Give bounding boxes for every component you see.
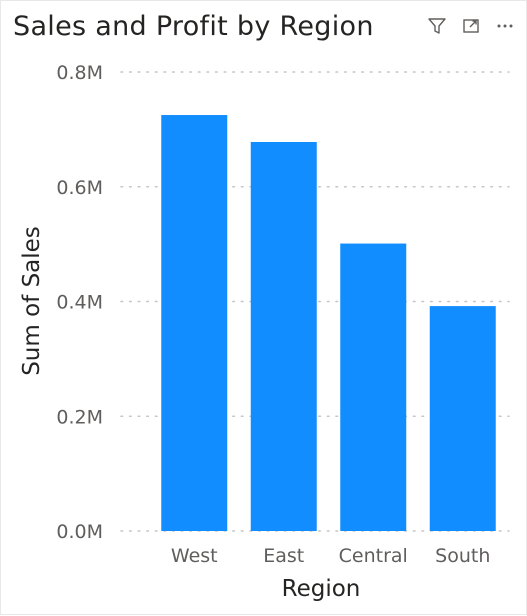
y-tick-label: 0.8M: [56, 62, 103, 84]
filter-icon[interactable]: [424, 13, 450, 39]
y-axis-tick-labels: 0.0M 0.2M 0.4M 0.6M 0.8M: [56, 62, 103, 543]
more-options-icon[interactable]: [492, 13, 518, 39]
y-axis-title: Sum of Sales: [19, 226, 45, 376]
bar-central[interactable]: [340, 243, 407, 531]
x-tick-label: Central: [339, 545, 408, 567]
visual-header-icons: [424, 13, 518, 39]
bar-east[interactable]: [250, 141, 317, 531]
y-tick-label: 0.4M: [56, 292, 103, 314]
bar-south[interactable]: [429, 306, 496, 531]
x-tick-label: East: [263, 545, 304, 567]
chart-title: Sales and Profit by Region: [13, 11, 374, 42]
x-tick-label: West: [171, 545, 218, 567]
bars: [161, 115, 496, 531]
focus-mode-icon[interactable]: [458, 13, 484, 39]
bar-west[interactable]: [161, 115, 228, 531]
y-tick-label: 0.2M: [56, 406, 103, 428]
y-tick-label: 0.6M: [56, 177, 103, 199]
x-axis-tick-labels: West East Central South: [171, 545, 490, 567]
x-axis-title: Region: [282, 576, 361, 602]
x-tick-label: South: [435, 545, 490, 567]
y-tick-label: 0.0M: [56, 521, 103, 543]
